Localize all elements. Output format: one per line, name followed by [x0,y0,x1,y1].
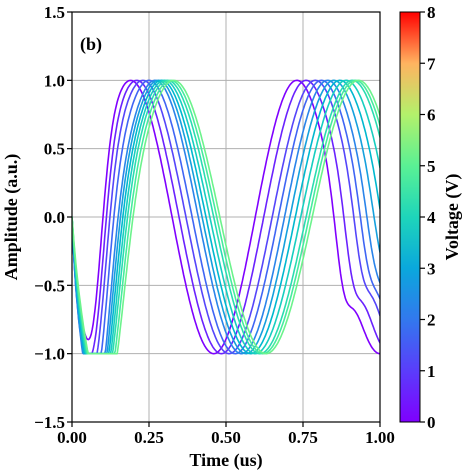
colorbar-tick-label: 4 [427,208,436,227]
y-tick-label: 1.5 [44,3,65,22]
series-lines [72,79,380,355]
y-axis-label: Amplitude (a.u.) [1,154,22,281]
y-tick-label: 0.5 [44,140,65,159]
colorbar-tick-label: 6 [427,106,436,125]
colorbar-tick-label: 5 [427,157,436,176]
series-line [72,79,380,355]
series-line [72,79,380,355]
panel-label: (b) [80,34,102,55]
y-tick-label: −0.5 [34,276,65,295]
colorbar [399,11,421,423]
series-line [72,79,380,355]
colorbar-tick-label: 3 [427,259,436,278]
colorbar-label: Voltage (V) [442,174,463,261]
colorbar-tick-label: 2 [427,311,436,330]
series-line [72,79,380,355]
x-tick-label: 0.00 [57,428,87,447]
colorbar-tick-label: 1 [427,362,436,381]
y-tick-label: 1.0 [44,71,65,90]
axis-ticks: 0.00 0.25 0.50 0.75 1.00 1.5 1.0 0.5 0.0 −0.5 −1.0… [34,3,395,447]
x-tick-label: 1.00 [365,428,395,447]
series-line [72,79,380,355]
series-line [72,79,380,355]
y-tick-label: −1.5 [34,413,65,432]
x-axis-label: Time (us) [189,450,262,471]
series-line [72,79,380,355]
x-tick-label: 0.75 [288,428,318,447]
colorbar-tick-label: 0 [427,413,436,432]
colorbar-tick-label: 8 [427,3,436,22]
y-tick-label: −1.0 [34,345,65,364]
y-tick-label: 0.0 [44,208,65,227]
x-tick-label: 0.25 [134,428,164,447]
series-line [72,79,380,355]
colorbar-tick-label: 7 [427,54,436,73]
series-line [72,79,380,355]
series-line [72,79,380,355]
colorbar-ticks: 0 1 2 3 4 5 6 7 8 [420,3,436,432]
series-line [72,79,380,355]
x-tick-label: 0.50 [211,428,241,447]
